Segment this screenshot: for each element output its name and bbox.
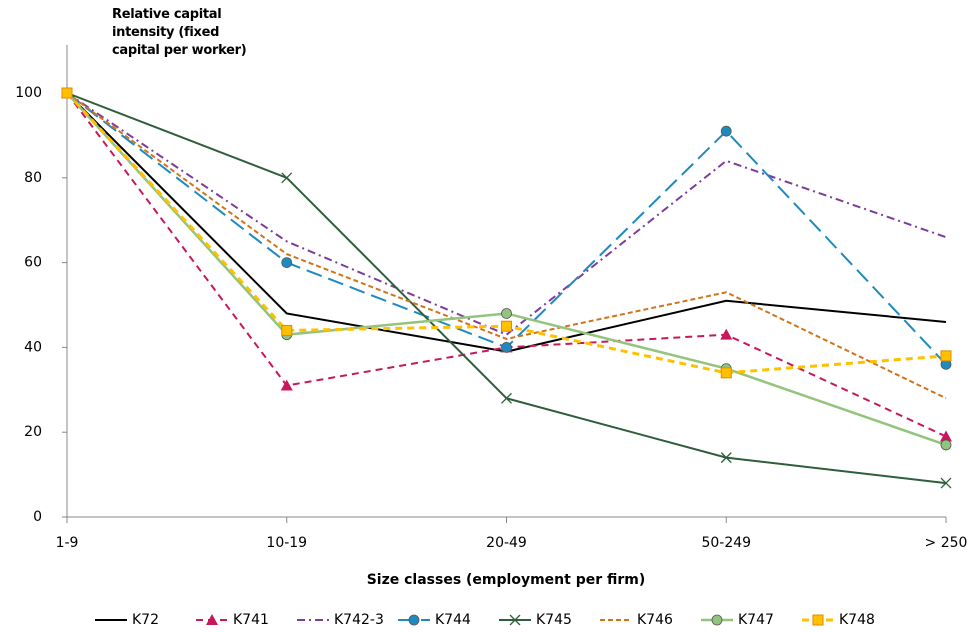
- marker: [281, 257, 293, 269]
- legend-label: K748: [839, 612, 875, 628]
- y-tick-label: 100: [15, 85, 42, 101]
- legend-label: K72: [132, 612, 159, 628]
- y-tick-label: 40: [24, 339, 42, 355]
- legend-item: K741: [196, 612, 269, 628]
- marker: [940, 477, 952, 489]
- legend-label: K741: [233, 612, 269, 628]
- legend-item: K744: [398, 612, 471, 628]
- legend-item: K745: [499, 612, 572, 628]
- marker: [501, 308, 512, 319]
- legend-marker: [206, 614, 218, 625]
- legend-marker: [509, 614, 521, 626]
- marker: [501, 392, 512, 404]
- marker: [280, 379, 293, 391]
- legend-label: K747: [738, 612, 774, 628]
- y-tick-label: 80: [24, 170, 42, 186]
- marker: [940, 430, 952, 442]
- legend-marker: [812, 614, 824, 626]
- marker: [720, 328, 733, 340]
- x-tick-label: 10-19: [266, 535, 307, 551]
- x-tick-label: 1-9: [56, 535, 79, 551]
- marker: [720, 452, 732, 464]
- marker: [281, 324, 293, 336]
- legend-marker: [408, 614, 420, 626]
- legend-item: K748: [802, 612, 875, 628]
- marker: [720, 367, 732, 379]
- x-tick-label: > 250: [925, 535, 968, 551]
- legend-label: K744: [435, 612, 471, 628]
- marker: [940, 439, 952, 451]
- y-tick-label: 20: [24, 424, 42, 440]
- legend-marker: [711, 614, 723, 626]
- y-axis-label: Relative capital intensity (fixed capita…: [112, 7, 247, 58]
- marker: [501, 320, 512, 332]
- legend-label: K742-3: [334, 612, 384, 628]
- x-tick-label: 50-249: [701, 535, 751, 551]
- legend-item: K742-3: [297, 612, 384, 628]
- legend-item: K747: [701, 612, 774, 628]
- legend-item: K72: [95, 612, 159, 628]
- y-tick-label: 60: [24, 255, 42, 271]
- y-tick-label: 0: [33, 509, 42, 525]
- legend-label: K746: [637, 612, 673, 628]
- x-axis-label: Size classes (employment per firm): [367, 572, 646, 588]
- marker: [61, 87, 73, 99]
- marker: [281, 172, 293, 184]
- series-line: [66, 92, 947, 485]
- legend-item: K746: [600, 612, 673, 628]
- legend-label: K745: [536, 612, 572, 628]
- series-line: [66, 92, 947, 336]
- marker: [501, 341, 512, 353]
- series-line: [66, 92, 947, 400]
- marker: [720, 125, 732, 137]
- marker: [940, 350, 952, 362]
- x-tick-label: 20-49: [486, 535, 527, 551]
